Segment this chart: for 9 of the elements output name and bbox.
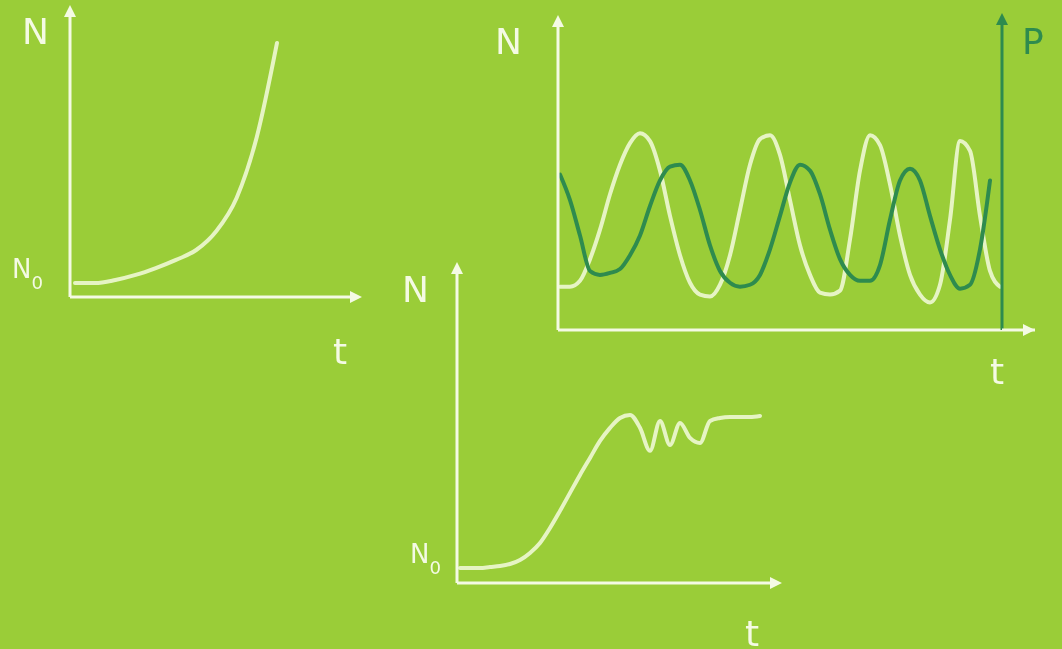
y-axis-title: N — [402, 269, 429, 310]
text: N$_{0}$ — [12, 254, 44, 293]
text: N$_{0}$ — [410, 539, 442, 578]
y-axis-title: N — [495, 21, 522, 62]
y2-axis-title: P — [1022, 21, 1044, 62]
x-axis-title: t — [745, 613, 760, 649]
y-axis-title: N — [22, 11, 49, 52]
x-axis-title: t — [333, 331, 348, 372]
x-axis-title: t — [990, 351, 1005, 392]
